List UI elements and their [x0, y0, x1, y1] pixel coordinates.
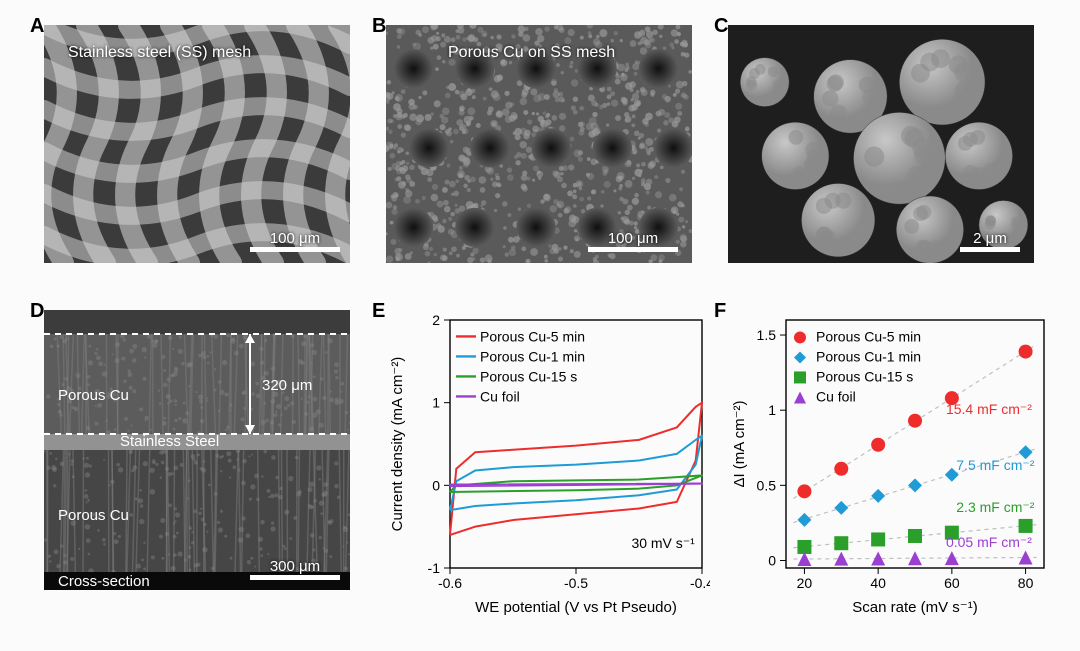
svg-text:0: 0 — [768, 552, 776, 568]
svg-text:WE potential (V vs Pt Pseudo): WE potential (V vs Pt Pseudo) — [475, 599, 677, 616]
svg-text:ΔI (mA cm⁻²): ΔI (mA cm⁻²) — [731, 400, 748, 487]
panel-letter-E: E — [372, 300, 385, 323]
svg-text:7.5 mF cm⁻²: 7.5 mF cm⁻² — [956, 457, 1035, 473]
svg-text:Scan rate (mV s⁻¹): Scan rate (mV s⁻¹) — [852, 599, 977, 616]
svg-text:-0.4: -0.4 — [690, 575, 710, 591]
scalebar: 300 μm — [250, 558, 340, 580]
svg-text:30 mV s⁻¹: 30 mV s⁻¹ — [631, 535, 695, 551]
svg-text:2.3 mF cm⁻²: 2.3 mF cm⁻² — [956, 499, 1035, 515]
svg-text:Porous Cu-5 min: Porous Cu-5 min — [480, 328, 585, 344]
svg-text:1: 1 — [768, 402, 776, 418]
svg-text:Porous Cu-1 min: Porous Cu-1 min — [480, 348, 585, 364]
sem-image-D: Porous Cu Stainless Steel Porous Cu Cross-s… — [44, 310, 350, 590]
svg-text:Stainless Steel: Stainless Steel — [120, 433, 219, 450]
svg-text:15.4 mF cm⁻²: 15.4 mF cm⁻² — [946, 401, 1032, 417]
panel-letter-D: D — [30, 300, 44, 323]
svg-text:Cross-section: Cross-section — [58, 573, 150, 590]
svg-text:-0.5: -0.5 — [564, 575, 588, 591]
svg-text:Cu foil: Cu foil — [480, 388, 520, 404]
panel-letter-B: B — [372, 15, 386, 38]
svg-text:Porous Cu-15 s: Porous Cu-15 s — [480, 368, 577, 384]
chart-E: -0.6 -0.5 -0.4 -1 0 1 2 WE potential (V vs Pt P… — [386, 310, 710, 620]
svg-text:320 μm: 320 μm — [262, 377, 312, 394]
svg-text:0.5: 0.5 — [757, 477, 777, 493]
svg-text:60: 60 — [944, 575, 960, 591]
svg-text:40: 40 — [870, 575, 886, 591]
svg-text:Porous Cu-5 min: Porous Cu-5 min — [816, 328, 921, 344]
chart-F: 20 40 60 80 0 0.5 1 1.5 Scan rate (mV s⁻¹) ΔI (mA… — [728, 310, 1052, 620]
svg-text:20: 20 — [797, 575, 813, 591]
svg-text:0: 0 — [432, 477, 440, 493]
svg-text:-1: -1 — [428, 560, 441, 576]
scalebar: 2 μm — [960, 230, 1020, 252]
scalebar: 100 μm — [250, 230, 340, 252]
svg-text:2: 2 — [432, 312, 440, 328]
svg-text:-0.6: -0.6 — [438, 575, 462, 591]
svg-text:Porous Cu: Porous Cu — [58, 387, 129, 404]
scalebar: 100 μm — [588, 230, 678, 252]
figure-stage: A Stainless steel (SS) mesh 100 μm B Porous … — [0, 0, 1080, 651]
sem-image-C — [728, 25, 1034, 263]
svg-text:80: 80 — [1018, 575, 1034, 591]
panel-letter-F: F — [714, 300, 726, 323]
svg-text:1.5: 1.5 — [757, 327, 777, 343]
svg-text:Porous Cu-1 min: Porous Cu-1 min — [816, 348, 921, 364]
svg-text:1: 1 — [432, 395, 440, 411]
sem-caption: Porous Cu on SS mesh — [448, 44, 615, 62]
svg-text:0.05 mF cm⁻²: 0.05 mF cm⁻² — [946, 534, 1032, 550]
panel-letter-C: C — [714, 15, 728, 38]
svg-text:Current density (mA cm⁻²): Current density (mA cm⁻²) — [389, 357, 406, 532]
panel-letter-A: A — [30, 15, 44, 38]
sem-caption: Stainless steel (SS) mesh — [68, 44, 251, 62]
svg-text:Porous Cu: Porous Cu — [58, 507, 129, 524]
svg-text:Porous Cu-15 s: Porous Cu-15 s — [816, 368, 913, 384]
svg-text:Cu foil: Cu foil — [816, 388, 856, 404]
